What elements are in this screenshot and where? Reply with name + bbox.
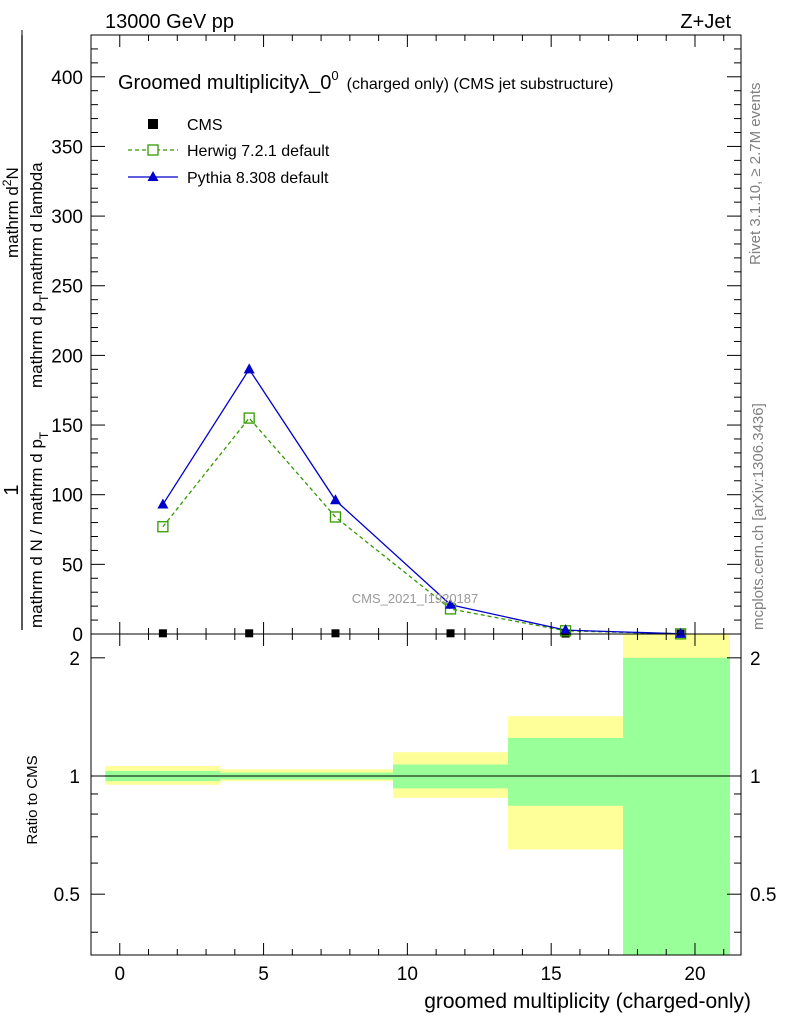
x-tick-label: 15 [541, 964, 562, 985]
energy-label: 13000 GeV pp [105, 11, 234, 33]
legend-marker-0 [148, 119, 158, 129]
data-point-2-1 [243, 363, 255, 374]
legend-label-1: Herwig 7.2.1 default [187, 143, 330, 160]
ratio-y-tick-label-right: 0.5 [750, 885, 776, 906]
data-point-1-2 [329, 511, 342, 523]
ylabel-num2: mathrm d2N [0, 167, 22, 258]
ratio-bands [105, 634, 730, 955]
ylabel-frac-num: 1 [1, 484, 23, 495]
data-point-2-4 [560, 624, 572, 635]
ratio-stat-band-3 [508, 737, 624, 806]
ratio-y-tick-label-right: 2 [750, 649, 761, 670]
y-tick-label: 400 [51, 68, 83, 89]
ratio-stat-band-4 [623, 657, 730, 955]
data-point-2-0 [157, 498, 169, 509]
ratio-y-tick-label: 2 [69, 649, 80, 670]
ratio-y-tick-label-right: 1 [750, 767, 761, 788]
watermark: CMS_2021_I1920187 [352, 591, 479, 606]
legend-label-0: CMS [187, 117, 223, 134]
data-point-1-1 [243, 412, 255, 424]
ylabel-frac-den: mathrm d N / mathrm d pT [27, 431, 51, 628]
y-tick-label: 150 [51, 416, 83, 437]
data-point-2-3 [445, 598, 457, 609]
x-tick-label: 5 [258, 964, 269, 985]
y-tick-label: 300 [51, 207, 83, 228]
process-label: Z+Jet [680, 11, 731, 33]
legend-marker-1 [147, 144, 159, 156]
legend: CMS Herwig 7.2.1 default Pythia 8.308 defa… [128, 117, 330, 187]
data-point-0-2 [331, 629, 340, 638]
y-tick-label: 0 [72, 625, 83, 646]
y-tick-label: 200 [51, 346, 83, 367]
y-tick-label: 50 [62, 555, 83, 576]
data-point-0-1 [245, 629, 254, 638]
chart-title: Groomed multiplicityλ_00(charged only) (… [118, 68, 613, 94]
x-tick-label: 10 [397, 964, 418, 985]
data-point-2-2 [329, 494, 341, 505]
mcplots-label: mcplots.cern.ch [arXiv:1306.3436] [750, 403, 767, 630]
x-tick-label: 0 [114, 964, 125, 985]
ylabel-den2: mathrm d pTmathrm d lambda [27, 162, 51, 388]
x-tick-label: 20 [684, 964, 705, 985]
rivet-label: Rivet 3.1.10, ≥ 2.7M events [747, 83, 764, 266]
y-axis-label: 1 mathrm d N / mathrm d pT mathrm d2N ma… [0, 30, 51, 630]
y-tick-label: 100 [51, 486, 83, 507]
ratio-frame [90, 633, 742, 956]
x-axis-label: groomed multiplicity (charged-only) [424, 990, 751, 1013]
data-point-0-3 [446, 629, 455, 638]
data-point-0-0 [158, 629, 167, 638]
ratio-y-tick-label: 0.5 [54, 885, 80, 906]
legend-label-2: Pythia 8.308 default [187, 170, 329, 187]
legend-marker-2 [147, 171, 159, 181]
y-tick-label: 250 [51, 277, 83, 298]
data-point-2-5 [675, 627, 687, 638]
series-lines [162, 368, 681, 635]
data-point-1-0 [157, 521, 169, 533]
ratio-ylabel: Ratio to CMS [24, 755, 41, 844]
ratio-y-tick-label: 1 [69, 767, 80, 788]
y-tick-label: 350 [51, 137, 83, 158]
axes [90, 34, 742, 956]
series-line-2 [162, 368, 681, 635]
